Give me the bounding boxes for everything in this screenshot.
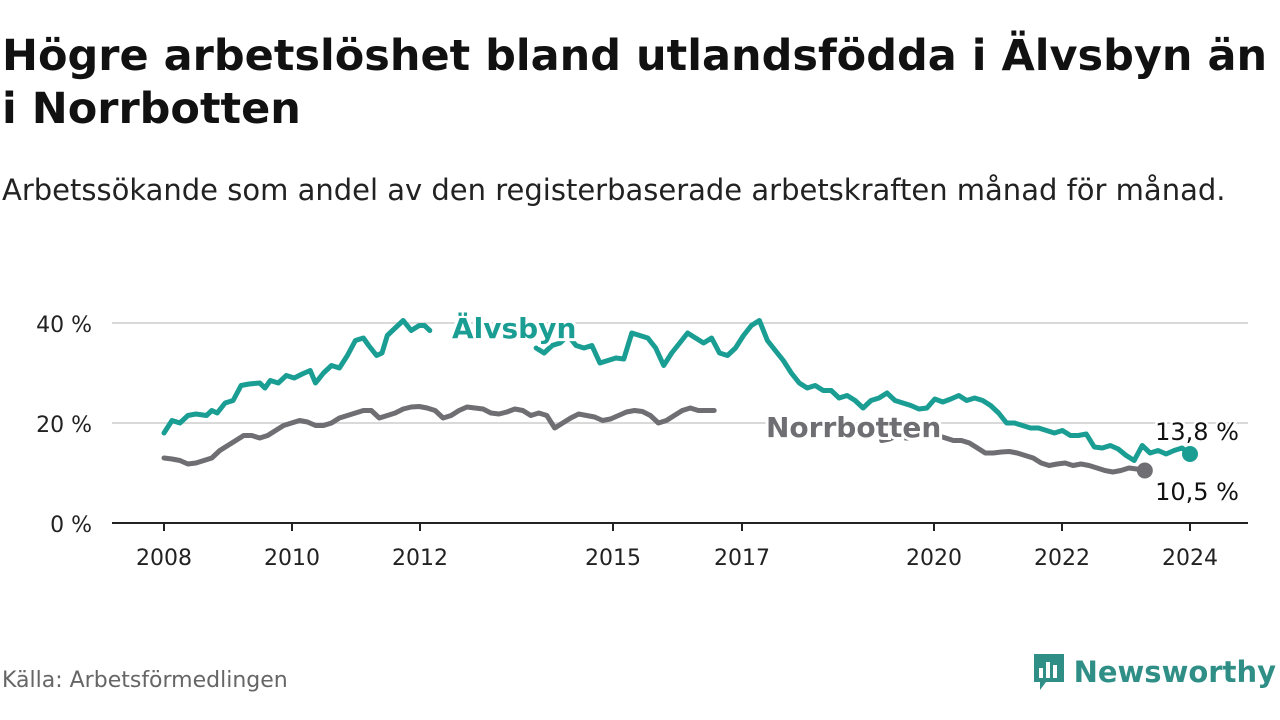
x-tick-label: 2012 bbox=[392, 546, 448, 571]
end-value-label: 13,8 % bbox=[1155, 418, 1239, 446]
series-name-label: Älvsbyn bbox=[452, 311, 576, 345]
y-tick-label: 0 % bbox=[50, 513, 92, 538]
x-tick-label: 2010 bbox=[264, 546, 320, 571]
series-line-alvsbyn bbox=[533, 318, 1193, 463]
x-tick-label: 2020 bbox=[906, 546, 962, 571]
brand-name: Newsworthy bbox=[1073, 655, 1276, 689]
x-tick-label: 2024 bbox=[1162, 546, 1218, 571]
x-tick-label: 2017 bbox=[714, 546, 770, 571]
chart-title: Högre arbetslöshet bland utlandsfödda i … bbox=[2, 31, 1268, 134]
series-name-label: Norrbotten bbox=[766, 411, 941, 444]
series bbox=[161, 318, 1198, 479]
series-endpoint-norrbotten bbox=[1136, 462, 1153, 479]
x-tick-label: 2022 bbox=[1034, 546, 1090, 571]
chart-subtitle: Arbetssökande som andel av den registerb… bbox=[2, 173, 1226, 207]
source-note: Källa: Arbetsförmedlingen bbox=[2, 668, 288, 693]
end-value-label: 10,5 % bbox=[1155, 478, 1239, 506]
x-tick-label: 2008 bbox=[136, 546, 192, 571]
brand-logo[interactable]: Newsworthy bbox=[1032, 652, 1276, 692]
newsworthy-logo-icon bbox=[1033, 654, 1064, 690]
y-tick-label: 40 % bbox=[36, 313, 92, 338]
labels: Älvsbyn Norrbotten 13,8 % 10,5 % bbox=[449, 308, 1241, 509]
y-tick-label: 20 % bbox=[36, 413, 92, 438]
gridlines bbox=[112, 322, 1248, 424]
series-line-norrbotten bbox=[879, 433, 1148, 475]
series-line-alvsbyn bbox=[161, 318, 433, 436]
series-endpoint-alvsbyn bbox=[1182, 446, 1198, 462]
x-tick-label: 2015 bbox=[585, 546, 641, 571]
series-line-norrbotten bbox=[161, 404, 717, 467]
axes: 0 % 20 % 40 % 2008 2010 2012 2015 2017 2020 2022 2… bbox=[36, 313, 1248, 571]
